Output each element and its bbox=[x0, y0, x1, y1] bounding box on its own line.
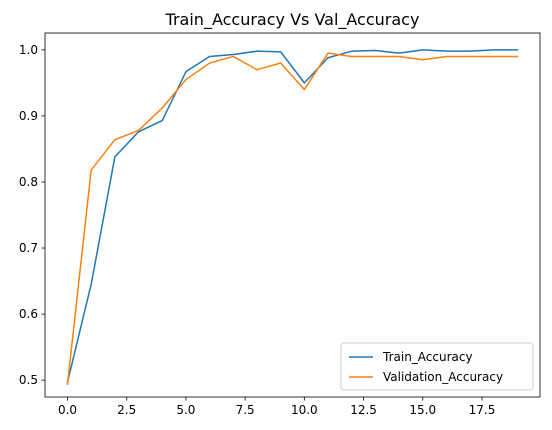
y-tick-label: 1.0 bbox=[19, 43, 38, 57]
legend-label-0: Train_Accuracy bbox=[382, 350, 473, 364]
y-axis-ticks: 0.5 0.6 0.7 0.8 0.9 1.0 bbox=[19, 43, 45, 387]
series-lines bbox=[66, 49, 519, 385]
x-tick-label: 2.5 bbox=[117, 403, 136, 417]
y-tick-label: 0.5 bbox=[19, 373, 38, 387]
x-tick-label: 10.0 bbox=[291, 403, 318, 417]
x-tick-label: 15.0 bbox=[409, 403, 436, 417]
x-axis-ticks: 0.0 2.5 5.0 7.5 10.0 12.5 15.0 17.5 bbox=[58, 397, 495, 417]
x-tick-label: 12.5 bbox=[350, 403, 377, 417]
series-line-1 bbox=[66, 52, 519, 385]
series-line-0 bbox=[66, 49, 519, 384]
x-tick-label: 5.0 bbox=[176, 403, 195, 417]
y-tick-label: 0.7 bbox=[19, 241, 38, 255]
x-tick-label: 0.0 bbox=[58, 403, 77, 417]
y-tick-label: 0.8 bbox=[19, 175, 38, 189]
plot-frame bbox=[44, 32, 541, 398]
chart-title: Train_Accuracy Vs Val_Accuracy bbox=[165, 10, 420, 30]
legend-label-1: Validation_Accuracy bbox=[383, 370, 503, 384]
y-tick-label: 0.9 bbox=[19, 109, 38, 123]
legend-box bbox=[340, 342, 534, 391]
legend: Train_Accuracy Validation_Accuracy bbox=[340, 342, 534, 391]
x-tick-label: 17.5 bbox=[469, 403, 496, 417]
x-tick-label: 7.5 bbox=[236, 403, 255, 417]
y-tick-label: 0.6 bbox=[19, 307, 38, 321]
